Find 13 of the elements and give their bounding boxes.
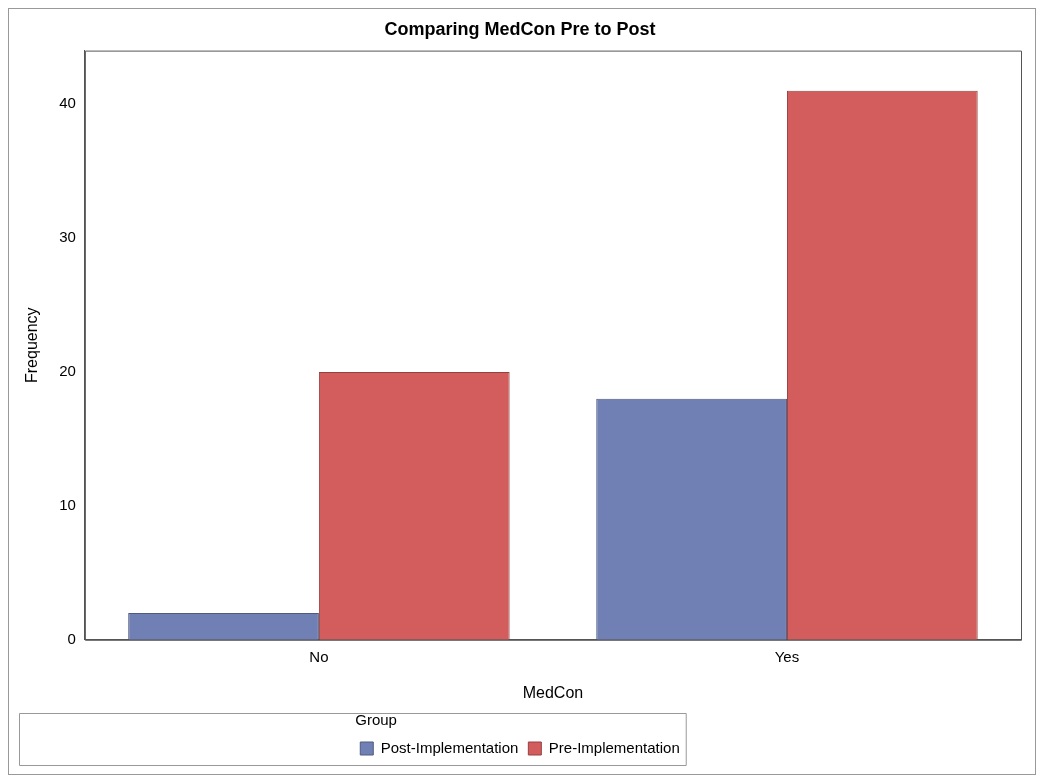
y-tick-label: 10 [59, 496, 76, 514]
legend-label: Post-Implementation [380, 738, 519, 756]
legend-label: Pre-Implementation [548, 738, 680, 756]
y-tick-label: 40 [59, 94, 76, 112]
chart-title: Comparing MedCon Pre to Post [384, 18, 656, 39]
legend-title: Group [355, 710, 397, 728]
y-axis-title: Frequency [23, 307, 41, 383]
x-axis-title: MedCon [522, 683, 584, 701]
y-tick-label: 30 [59, 228, 76, 246]
y-tick-label: 0 [67, 629, 76, 647]
y-tick-label: 20 [59, 362, 76, 380]
x-tick-label: No [309, 647, 329, 665]
x-tick-label: Yes [774, 647, 800, 665]
